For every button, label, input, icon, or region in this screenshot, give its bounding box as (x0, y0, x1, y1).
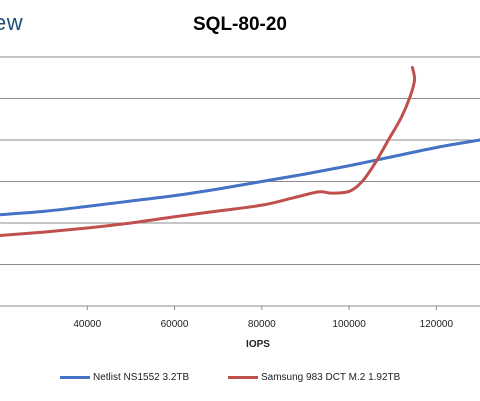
chart-legend: Netlist NS1552 3.2TB Samsung 983 DCT M.2… (0, 372, 480, 388)
series-line-2 (0, 65, 417, 237)
x-tick-labels: 40000 60000 80000 100000 120000 (73, 319, 453, 330)
legend-label: Samsung 983 DCT M.2 1.92TB (261, 372, 401, 383)
x-tick-label: 100000 (332, 319, 366, 330)
legend-item-series-2: Samsung 983 DCT M.2 1.92TB (228, 372, 400, 383)
x-tick-label: 40000 (73, 319, 101, 330)
series-line-1 (0, 138, 480, 217)
x-tick-label: 120000 (420, 319, 454, 330)
legend-swatch (228, 376, 258, 379)
brand-logo-fragment: ew (0, 10, 24, 35)
legend-label: Netlist NS1552 3.2TB (93, 372, 190, 383)
chart-series (0, 65, 480, 237)
chart-gridlines (0, 56, 480, 265)
x-tick-label: 60000 (161, 319, 189, 330)
x-axis-title: IOPS (246, 339, 270, 350)
legend-swatch (60, 376, 90, 379)
x-tick-label: 80000 (248, 319, 276, 330)
legend-item-series-1: Netlist NS1552 3.2TB (60, 372, 189, 383)
chart-title: SQL-80-20 (193, 14, 287, 35)
chart-axes (0, 305, 480, 310)
